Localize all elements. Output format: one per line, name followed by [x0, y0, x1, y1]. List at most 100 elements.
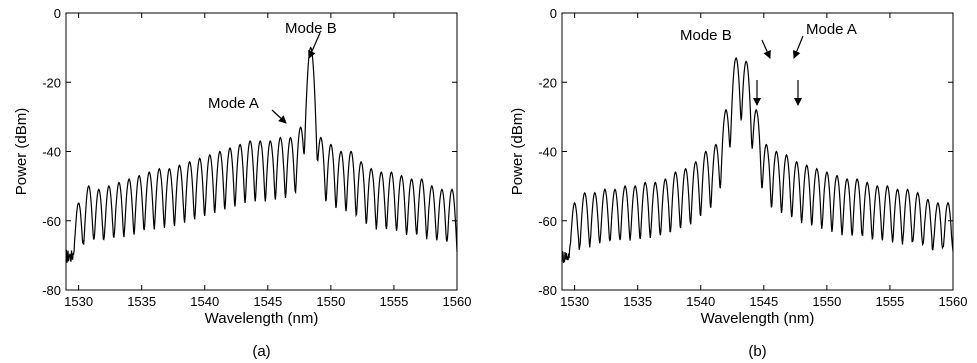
x-tick-label: 1560: [443, 294, 472, 309]
peak-point: [826, 171, 828, 173]
peak-point: [400, 175, 403, 177]
peak-point: [441, 189, 443, 191]
peak-point: [614, 189, 616, 191]
peak-point: [148, 171, 150, 173]
peak-point: [229, 147, 231, 149]
peak-point: [269, 140, 271, 142]
peak-point: [856, 178, 858, 180]
x-tick-label: 1560: [939, 294, 968, 309]
peak-point: [785, 154, 788, 156]
x-tick-label: 1555: [379, 294, 408, 309]
peak-point: [705, 150, 707, 153]
y-tick-label: -60: [538, 214, 557, 229]
y-tick-label: 0: [550, 6, 557, 21]
peak-point: [584, 192, 586, 194]
peak-point: [654, 182, 656, 184]
peak-point: [118, 182, 120, 184]
y-axis-label: Power (dBm): [509, 108, 526, 196]
y-tick-label: -60: [42, 214, 61, 229]
peak-point: [644, 182, 646, 184]
plot-frame: [561, 12, 954, 291]
peak-point: [411, 178, 413, 180]
peak-point: [685, 168, 687, 170]
x-axis-label: Wavelength (nm): [701, 310, 815, 327]
y-tick-label: -20: [42, 75, 61, 90]
peak-point: [695, 161, 697, 163]
peak-point: [209, 154, 211, 156]
x-tick-label: 1530: [560, 294, 589, 309]
peak-point: [886, 185, 889, 187]
peak-point: [239, 144, 241, 146]
peak-point: [574, 202, 576, 204]
y-tick-label: -20: [538, 75, 557, 90]
peak-point: [360, 161, 362, 163]
panel-caption: (b): [748, 343, 766, 360]
annotation-mode-b: Mode B: [680, 27, 732, 44]
x-tick-label: 1530: [64, 294, 93, 309]
peak-point: [168, 168, 170, 170]
peak-point: [947, 202, 949, 204]
peak-point: [816, 168, 818, 170]
peak-point: [189, 161, 191, 163]
x-tick-label: 1550: [812, 294, 841, 309]
spectrum-line: [65, 46, 458, 263]
peak-point: [896, 189, 899, 191]
spectrum-line: [561, 56, 954, 264]
peak-point: [88, 185, 90, 187]
peak-point: [866, 182, 868, 184]
peak-point: [380, 171, 382, 173]
x-tick-label: 1550: [316, 294, 345, 309]
peak-point: [594, 192, 596, 194]
peak-point: [755, 109, 757, 111]
annotation-arrow: [308, 32, 321, 59]
annotation-arrow: [271, 109, 287, 124]
peak-point: [876, 185, 878, 187]
peak-point: [178, 164, 181, 166]
x-tick-label: 1535: [127, 294, 156, 309]
annotation-mode-b: Mode B: [285, 20, 337, 37]
peak-point: [350, 150, 352, 153]
y-tick-label: -40: [42, 145, 61, 160]
peak-point: [128, 178, 130, 180]
peak-point: [340, 150, 342, 153]
peak-point: [219, 150, 221, 153]
y-tick-label: 0: [54, 6, 61, 21]
peak-point: [796, 161, 798, 163]
x-tick-label: 1555: [875, 294, 904, 309]
peak-point: [907, 189, 909, 191]
peak-point: [634, 185, 636, 187]
peak-point: [836, 175, 838, 177]
peak-point: [78, 202, 80, 204]
y-tick-label: -80: [538, 283, 557, 298]
chart-panel-a: 1530 1535 1540 1545 1550 1555 1560 0 -20 -40 -60 -8…: [13, 6, 471, 360]
peak-point: [937, 202, 939, 204]
peak-point: [735, 57, 737, 59]
panel-caption: (a): [252, 343, 270, 360]
peak-point: [249, 140, 251, 142]
x-axis-label: Wavelength (nm): [205, 310, 319, 327]
annotation-mode-a: Mode A: [806, 21, 857, 38]
y-tick-label: -40: [538, 145, 557, 160]
peak-point: [370, 168, 372, 170]
peak-point: [310, 47, 312, 49]
peak-point: [98, 189, 100, 191]
peak-point: [330, 144, 332, 146]
peak-point: [259, 140, 261, 142]
x-tick-label: 1535: [623, 294, 652, 309]
y-tick-label: -80: [42, 283, 61, 298]
annotation-arrow: [792, 35, 804, 59]
peak-point: [806, 164, 808, 166]
peak-point: [664, 178, 667, 180]
peak-point: [108, 185, 110, 187]
peak-point: [927, 199, 929, 201]
peak-point: [199, 157, 201, 159]
peak-point: [775, 150, 778, 153]
peak-point: [320, 137, 322, 139]
peak-point: [604, 189, 606, 191]
peak-point: [765, 144, 767, 146]
peak-point: [725, 109, 727, 111]
peak-point: [158, 168, 160, 170]
peak-point: [431, 185, 433, 187]
x-tick-label: 1545: [253, 294, 282, 309]
